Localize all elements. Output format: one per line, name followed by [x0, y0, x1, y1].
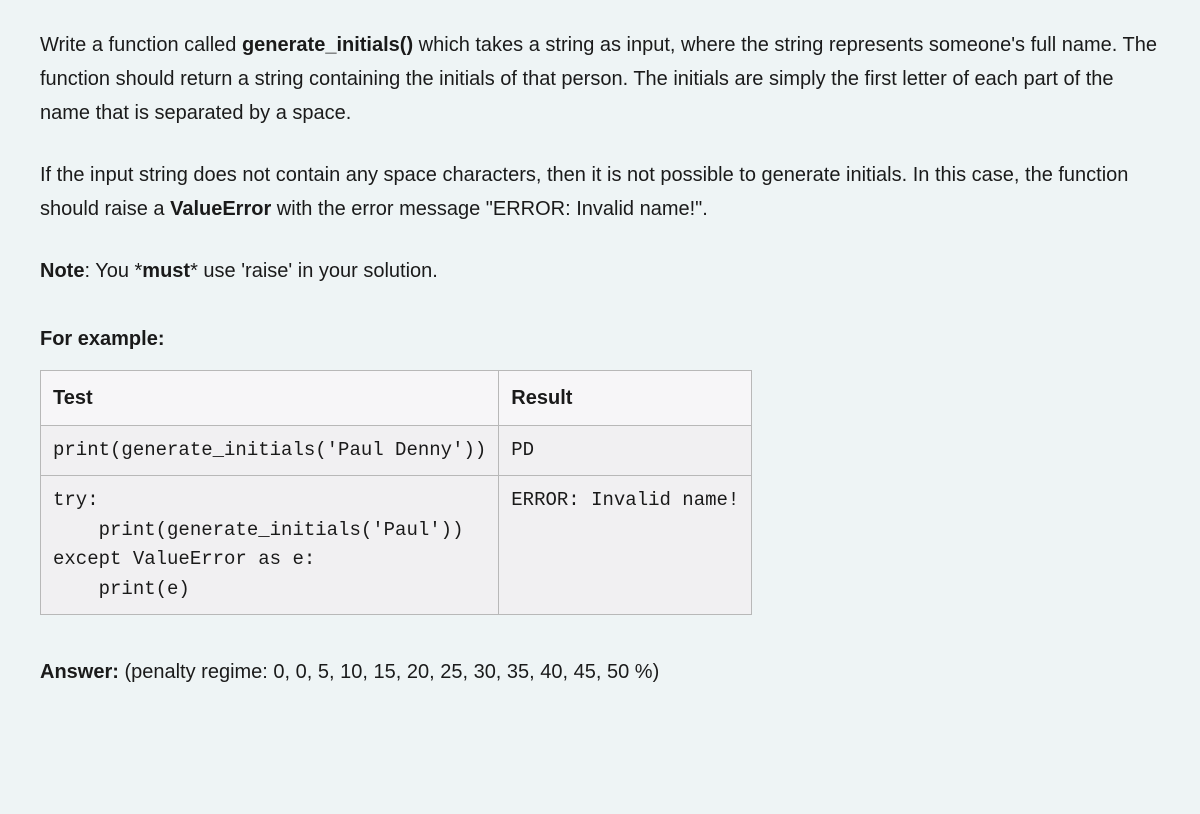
example-label: For example: — [40, 322, 1160, 356]
header-test: Test — [41, 371, 499, 426]
table-row: try: print(generate_initials('Paul')) ex… — [41, 476, 752, 615]
valueerror-label: ValueError — [170, 198, 271, 220]
result-cell: PD — [499, 426, 752, 476]
header-result: Result — [499, 371, 752, 426]
test-cell: try: print(generate_initials('Paul')) ex… — [41, 476, 499, 615]
note-line: Note: You *must* use 'raise' in your sol… — [40, 254, 1160, 288]
note-text-a: : You * — [84, 260, 142, 282]
p2-text-b: with the error message "ERROR: Invalid n… — [271, 198, 708, 220]
answer-text: (penalty regime: 0, 0, 5, 10, 15, 20, 25… — [119, 661, 659, 683]
p1-text-a: Write a function called — [40, 34, 242, 56]
table-header-row: Test Result — [41, 371, 752, 426]
paragraph-1: Write a function called generate_initial… — [40, 28, 1160, 130]
paragraph-2: If the input string does not contain any… — [40, 158, 1160, 226]
example-table: Test Result print(generate_initials('Pau… — [40, 370, 752, 615]
note-text-b: * use 'raise' in your solution. — [190, 260, 438, 282]
table-row: print(generate_initials('Paul Denny')) P… — [41, 426, 752, 476]
test-cell: print(generate_initials('Paul Denny')) — [41, 426, 499, 476]
answer-label: Answer: — [40, 661, 119, 683]
note-label: Note — [40, 260, 84, 282]
result-cell: ERROR: Invalid name! — [499, 476, 752, 615]
answer-line: Answer: (penalty regime: 0, 0, 5, 10, 15… — [40, 655, 1160, 689]
note-must: must — [142, 260, 190, 282]
function-name: generate_initials() — [242, 34, 413, 56]
